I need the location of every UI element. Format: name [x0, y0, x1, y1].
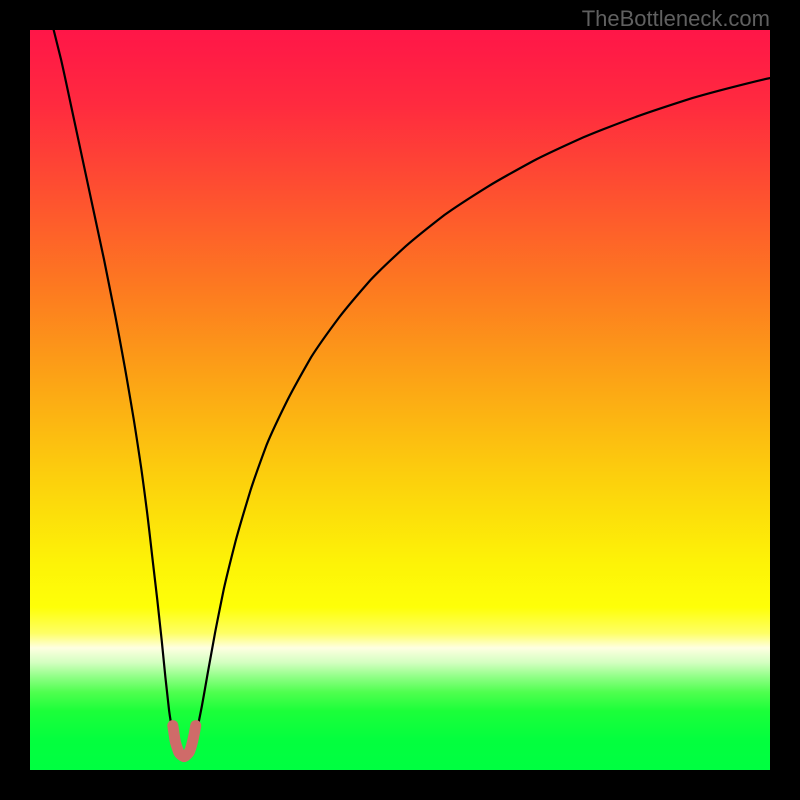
watermark-text: TheBottleneck.com [582, 6, 770, 32]
plot-area [30, 30, 770, 770]
gradient-background [30, 30, 770, 770]
chart-svg [30, 30, 770, 770]
